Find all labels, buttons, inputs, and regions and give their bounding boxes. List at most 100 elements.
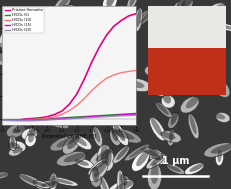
Ellipse shape	[9, 141, 26, 152]
Ellipse shape	[40, 23, 59, 36]
Ellipse shape	[104, 94, 113, 107]
Ellipse shape	[204, 143, 231, 157]
Ellipse shape	[73, 135, 91, 150]
Ellipse shape	[147, 11, 163, 16]
Ellipse shape	[155, 102, 172, 118]
Ellipse shape	[108, 180, 134, 189]
Ellipse shape	[182, 0, 193, 8]
Ellipse shape	[120, 174, 127, 186]
Ellipse shape	[50, 89, 61, 94]
Ellipse shape	[152, 85, 163, 93]
Ellipse shape	[99, 176, 110, 189]
Ellipse shape	[94, 161, 107, 177]
Ellipse shape	[174, 69, 196, 81]
Ellipse shape	[50, 177, 78, 186]
Ellipse shape	[182, 14, 189, 33]
Ellipse shape	[110, 81, 121, 95]
Ellipse shape	[167, 164, 185, 174]
Ellipse shape	[172, 1, 186, 20]
Ellipse shape	[91, 36, 122, 50]
Ellipse shape	[0, 54, 8, 65]
Ellipse shape	[188, 114, 199, 139]
Bar	[148, 48, 226, 94]
Ellipse shape	[217, 150, 222, 162]
Ellipse shape	[211, 22, 231, 32]
Ellipse shape	[103, 0, 117, 13]
Ellipse shape	[150, 154, 166, 166]
Ellipse shape	[12, 125, 27, 133]
Ellipse shape	[169, 129, 174, 142]
Ellipse shape	[33, 181, 46, 187]
Ellipse shape	[92, 166, 99, 182]
Ellipse shape	[153, 85, 168, 96]
Ellipse shape	[62, 136, 80, 154]
Ellipse shape	[97, 145, 112, 170]
Ellipse shape	[0, 173, 9, 177]
Ellipse shape	[177, 0, 193, 13]
Ellipse shape	[113, 124, 129, 146]
Ellipse shape	[10, 32, 23, 45]
Ellipse shape	[129, 0, 137, 6]
Ellipse shape	[212, 23, 231, 30]
Ellipse shape	[199, 49, 214, 56]
Ellipse shape	[100, 96, 114, 112]
Ellipse shape	[80, 11, 96, 23]
Ellipse shape	[66, 61, 84, 71]
Ellipse shape	[6, 124, 26, 138]
Ellipse shape	[16, 111, 45, 127]
Ellipse shape	[114, 123, 125, 141]
Ellipse shape	[167, 129, 175, 146]
Ellipse shape	[114, 180, 135, 189]
Ellipse shape	[182, 23, 201, 42]
Ellipse shape	[175, 29, 193, 40]
Ellipse shape	[205, 33, 221, 38]
Ellipse shape	[2, 102, 17, 115]
Ellipse shape	[105, 29, 120, 35]
Ellipse shape	[102, 56, 111, 68]
Ellipse shape	[136, 7, 157, 27]
Ellipse shape	[142, 148, 163, 159]
Ellipse shape	[27, 128, 39, 136]
Ellipse shape	[208, 3, 225, 14]
Ellipse shape	[62, 5, 76, 14]
Ellipse shape	[73, 23, 90, 41]
Ellipse shape	[117, 170, 125, 189]
Ellipse shape	[216, 113, 230, 122]
Ellipse shape	[145, 64, 160, 76]
Ellipse shape	[200, 32, 220, 41]
Ellipse shape	[73, 135, 87, 146]
Ellipse shape	[13, 30, 21, 41]
Ellipse shape	[168, 74, 193, 87]
Ellipse shape	[157, 32, 177, 50]
Ellipse shape	[101, 144, 108, 164]
Ellipse shape	[112, 129, 141, 143]
Ellipse shape	[27, 37, 39, 50]
Ellipse shape	[147, 164, 162, 189]
Ellipse shape	[24, 9, 44, 19]
Ellipse shape	[56, 136, 78, 147]
Ellipse shape	[140, 8, 156, 23]
Ellipse shape	[73, 111, 86, 123]
Ellipse shape	[156, 102, 169, 115]
Ellipse shape	[54, 0, 70, 13]
Ellipse shape	[161, 131, 181, 143]
Ellipse shape	[188, 9, 204, 22]
Ellipse shape	[168, 113, 179, 129]
Ellipse shape	[150, 66, 162, 72]
Ellipse shape	[106, 0, 116, 7]
Ellipse shape	[170, 68, 198, 81]
Ellipse shape	[210, 76, 225, 83]
Ellipse shape	[176, 0, 185, 15]
Ellipse shape	[26, 37, 42, 53]
Ellipse shape	[176, 50, 188, 57]
Ellipse shape	[62, 97, 71, 115]
Ellipse shape	[100, 176, 108, 189]
Ellipse shape	[11, 136, 15, 147]
Ellipse shape	[210, 77, 221, 81]
Ellipse shape	[23, 112, 45, 123]
Ellipse shape	[96, 103, 116, 111]
Ellipse shape	[78, 22, 89, 36]
Ellipse shape	[211, 78, 230, 97]
Bar	[148, 6, 226, 48]
Ellipse shape	[161, 95, 175, 108]
